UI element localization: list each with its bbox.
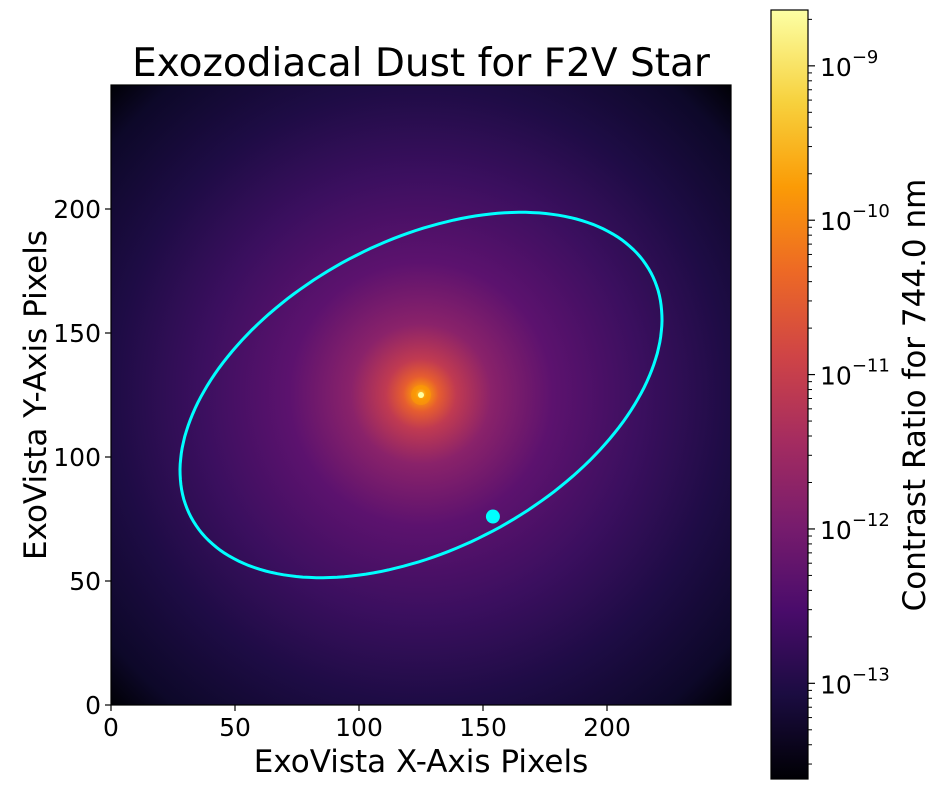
y-tick-label: 50 [69,567,101,596]
planet-marker [485,509,500,524]
colorbar: 10−13 10−12 10−11 10−10 10−9 Contrast Ratio … [770,9,933,780]
colorbar-label: Contrast Ratio for 744.0 nm [897,179,933,612]
x-tick-label: 50 [219,713,251,742]
x-axis-label: ExoVista X-Axis Pixels [254,744,588,780]
colorbar-ticks: 10−13 10−12 10−11 10−10 10−9 [808,18,890,765]
y-tick-label: 0 [85,691,101,720]
y-axis-label: ExoVista Y-Axis Pixels [18,230,54,560]
colorbar-tick-label: 10−13 [820,664,890,699]
y-tick-label: 100 [53,443,101,472]
x-tick-label: 0 [103,713,119,742]
chart-title: Exozodiacal Dust for F2V Star [132,41,711,86]
colorbar-tick-label: 10−9 [820,47,878,82]
colorbar-gradient [770,9,809,780]
y-tick-label: 150 [53,319,101,348]
colorbar-tick-label: 10−11 [820,356,890,391]
colorbar-tick-label: 10−10 [820,201,890,236]
y-tick-label: 200 [53,195,101,224]
plot-area [110,84,732,706]
x-tick-label: 200 [583,713,631,742]
y-axis: 0 50 100 150 200 [53,195,111,720]
orbit-ellipse [178,210,664,580]
plot-frame [110,84,732,706]
x-tick-label: 150 [459,713,507,742]
colorbar-tick-label: 10−12 [820,510,890,545]
star-marker [418,392,424,398]
x-axis: 0 50 100 150 200 [103,705,631,742]
x-tick-label: 100 [335,713,383,742]
